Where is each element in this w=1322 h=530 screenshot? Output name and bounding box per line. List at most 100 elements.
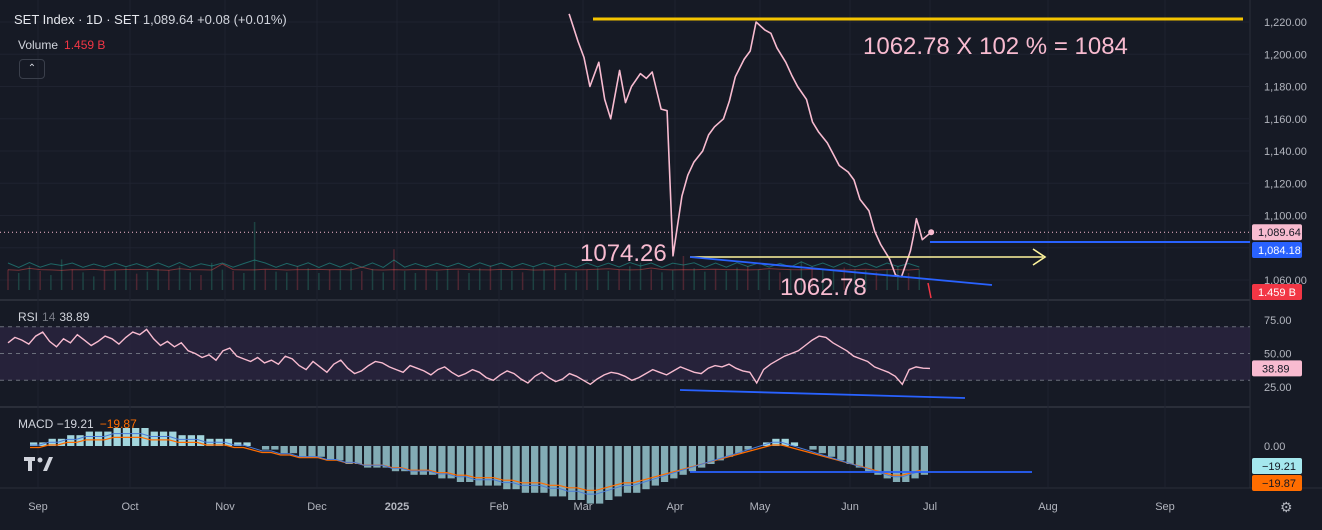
trend-line [689,256,993,286]
macd-badge-label: −19.21 [1262,461,1296,473]
macd-histogram-bar [447,446,455,479]
macd-histogram-bar [150,431,158,446]
signal-badge-label: −19.87 [1262,478,1296,490]
rsi-tick-label: 50.00 [1264,349,1292,361]
rsi-value: 38.89 [59,310,90,324]
gear-icon[interactable]: ⚙ [1280,499,1293,515]
rsi-line [7,328,931,386]
macd-histogram-bar [642,446,650,490]
macd-histogram-bar [540,446,548,493]
macd-histogram-bar [456,446,465,482]
macd-histogram-bar [299,446,307,457]
macd-histogram-bar [391,446,400,472]
time-axis-label: Nov [215,501,235,513]
rsi-tick-label: 25.00 [1264,382,1292,394]
annotation-low-2: 1062.78 [780,274,867,301]
rsi-tick-label: 75.00 [1264,315,1292,327]
price-tick-label: 1,100.00 [1264,211,1307,223]
macd-histogram-bar [614,446,622,497]
macd-histogram-bar [874,446,882,475]
signal-line [30,436,921,491]
collapse-legend-button[interactable]: ⌃ [19,59,45,79]
macd-histogram-bar [261,446,270,450]
macd-histogram-bar [345,446,353,464]
macd-histogram-bar [660,446,669,482]
macd-histogram-bar [364,446,372,468]
macd-histogram-bar [484,446,492,486]
price-tick-label: 1,200.00 [1264,49,1307,61]
macd-histogram-bar [289,446,298,454]
macd-histogram-bar [698,446,706,468]
price-badge [1252,284,1302,300]
macd-histogram-bar [827,446,836,457]
last-price-dot [928,229,935,236]
macd-histogram-bar [336,446,344,461]
macd-histogram-bar [187,435,196,446]
last-price: 1,089.64 [142,12,194,27]
macd-histogram-bar [920,446,928,475]
tv-logo-icon [24,457,53,471]
time-axis-label: Oct [121,501,138,513]
macd-histogram-bar [243,442,251,446]
price-tick-label: 1,120.00 [1264,178,1307,190]
annotation-formula: 1062.78 X 102 % = 1084 [863,33,1128,60]
price-badge [1252,224,1302,241]
macd-histogram-bar [178,435,186,446]
macd-badge [1252,458,1302,474]
macd-histogram-bar [30,442,38,446]
macd-histogram-bar [410,446,418,475]
macd-histogram-bar [892,446,901,482]
macd-histogram-bar [85,431,93,446]
macd-histogram-bar [605,446,613,500]
macd-histogram-bar [679,446,687,475]
macd-histogram-bar [688,446,697,472]
macd-histogram-bar [234,442,242,446]
annotation-low-1: 1074.26 [580,240,667,267]
symbol-title[interactable]: SET Index · 1D · SET [14,12,140,27]
macd-histogram-bar [809,446,817,450]
macd-histogram-bar [855,446,864,468]
macd-histogram-bar [141,428,149,446]
macd-histogram-bar [512,446,520,490]
macd-histogram-bar [94,431,103,446]
macd-histogram-bar [503,446,511,490]
time-axis-label: Dec [307,501,327,513]
macd-histogram-bar [438,446,446,479]
time-axis-label: Mar [574,501,593,513]
arrow-head [1032,248,1047,266]
price-badge-label: 1,084.18 [1258,245,1301,257]
price-tick-label: 1,160.00 [1264,114,1307,126]
rsi-period: 14 [42,310,56,324]
macd-histogram-bar [716,446,724,461]
volume-legend: Volume 1.459 B [18,38,105,52]
macd-histogram-bar [169,431,177,446]
time-axis-label: Jun [841,501,859,513]
macd-histogram-bar [401,446,409,472]
macd-histogram-bar [865,446,873,472]
macd-histogram-bar [633,446,641,493]
macd-histogram-bar [586,446,594,504]
macd-histogram-bar [224,438,233,446]
price-series-line [568,13,932,278]
time-axis-label: Jul [923,501,937,513]
macd-histogram-bar [725,446,734,457]
tradingview-logo[interactable] [22,452,56,478]
macd-histogram-bar [308,446,316,457]
macd-histogram-bar [568,446,576,500]
macd-histogram-bar [707,446,715,464]
macd-histogram-bar [493,446,502,486]
time-axis-label: 2025 [385,501,409,513]
macd-histogram-bar [466,446,474,482]
macd-histogram-bar [670,446,678,479]
macd-histogram-bar [428,446,437,475]
time-axis-label: Feb [490,501,509,513]
price-badge [1252,242,1302,258]
macd-histogram-bar [911,446,919,479]
macd-histogram-bar [837,446,845,461]
price-tick-label: 1,140.00 [1264,146,1307,158]
macd-histogram-bar [76,435,84,446]
rsi-label: RSI [18,310,39,324]
rsi-trend-line [679,389,966,399]
signal-value: −19.87 [99,417,137,431]
